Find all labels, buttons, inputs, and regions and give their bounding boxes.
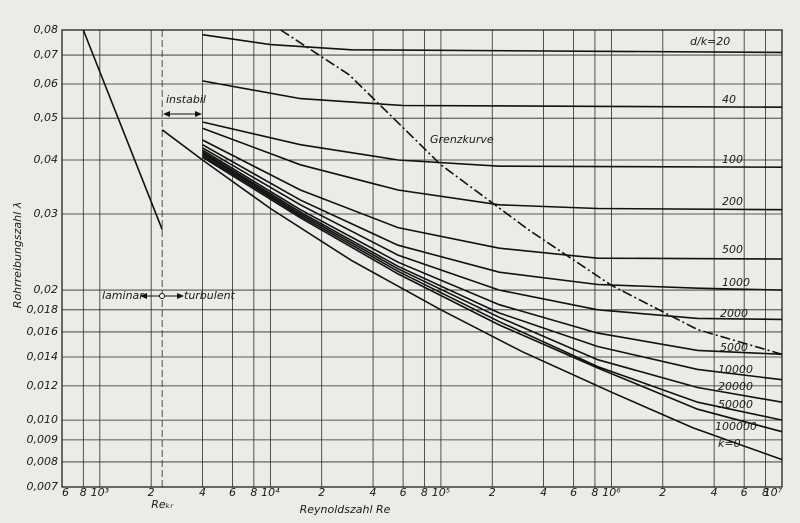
x-tick-label: Reₖᵣ <box>151 498 174 511</box>
x-tick-label: 10⁴ <box>261 486 280 499</box>
curve-label: 5000 <box>720 341 748 354</box>
x-tick-label: 2 <box>148 486 155 499</box>
x-tick-label: 8 <box>762 486 769 499</box>
y-tick-label: 0,009 <box>27 433 59 446</box>
y-tick-label: 0,016 <box>27 325 59 338</box>
curve <box>161 129 783 461</box>
curve <box>82 29 163 230</box>
curve <box>202 149 783 356</box>
curve-label: Grenzkurve <box>430 133 494 146</box>
curve <box>202 154 783 421</box>
curve <box>202 121 783 168</box>
x-tick-label: 6 <box>741 486 748 499</box>
curve-label: 2000 <box>720 307 748 320</box>
curve-label: d/k=20 <box>690 35 730 48</box>
curve-label: 10000 <box>718 363 753 376</box>
y-tick-label: 0,05 <box>34 111 59 124</box>
curve <box>202 156 783 433</box>
curve <box>202 151 783 381</box>
x-tick-label: 8 <box>591 486 598 499</box>
x-tick-label: 6 <box>62 486 69 499</box>
annotation: turbulent <box>184 289 236 302</box>
x-tick-label: 4 <box>370 486 377 499</box>
curve <box>202 80 783 108</box>
curve-label: 40 <box>722 93 736 106</box>
y-tick-label: 0,08 <box>34 23 59 36</box>
y-tick-label: 0,012 <box>27 379 59 392</box>
x-tick-label: 2 <box>318 486 325 499</box>
x-tick-label: 6 <box>570 486 577 499</box>
y-tick-label: 0,03 <box>34 207 59 220</box>
x-tick-label: 6 <box>400 486 407 499</box>
x-tick-label: 4 <box>711 486 718 499</box>
x-tick-label: 6 <box>229 486 236 499</box>
y-tick-label: 0,014 <box>27 350 59 363</box>
marker <box>159 293 165 299</box>
y-tick-label: 0,007 <box>27 480 59 493</box>
curve <box>202 144 783 291</box>
x-tick-label: 10⁶ <box>602 486 621 499</box>
curve <box>202 152 783 403</box>
x-tick-label: 10⁷ <box>764 486 783 499</box>
y-axis-label: Rohrreibungszahl λ <box>11 202 24 308</box>
y-tick-label: 0,010 <box>27 413 59 426</box>
curve <box>202 147 783 321</box>
x-tick-label: 4 <box>199 486 206 499</box>
annotation: laminar <box>102 289 145 302</box>
x-tick-label: 4 <box>540 486 547 499</box>
curve-label: 1000 <box>722 276 750 289</box>
x-tick-label: 10³ <box>91 486 110 499</box>
curve-label: k=0 <box>718 437 741 450</box>
y-tick-label: 0,06 <box>34 77 59 90</box>
x-tick-label: 2 <box>659 486 666 499</box>
y-tick-label: 0,07 <box>34 48 59 61</box>
x-axis-label: Reynoldszahl Re <box>300 503 391 516</box>
y-tick-label: 0,04 <box>34 153 59 166</box>
curve-label: 500 <box>722 243 743 256</box>
y-tick-label: 0,018 <box>27 303 59 316</box>
x-tick-label: 8 <box>250 486 257 499</box>
curve <box>202 33 783 54</box>
x-tick-label: 10⁵ <box>432 486 450 499</box>
curve-label: 100 <box>722 153 743 166</box>
curve-label: 200 <box>722 195 743 208</box>
x-tick-label: 8 <box>80 486 87 499</box>
x-tick-label: 2 <box>489 486 496 499</box>
y-tick-label: 0,008 <box>27 455 59 468</box>
y-tick-label: 0,02 <box>34 283 59 296</box>
curve <box>202 127 783 211</box>
curve <box>280 29 783 356</box>
curve-label: 20000 <box>718 380 753 393</box>
annotation: instabil <box>166 93 206 106</box>
curve <box>202 139 783 260</box>
x-tick-label: 8 <box>421 486 428 499</box>
curve-label: 100000 <box>715 420 757 433</box>
curve-label: 50000 <box>718 398 753 411</box>
